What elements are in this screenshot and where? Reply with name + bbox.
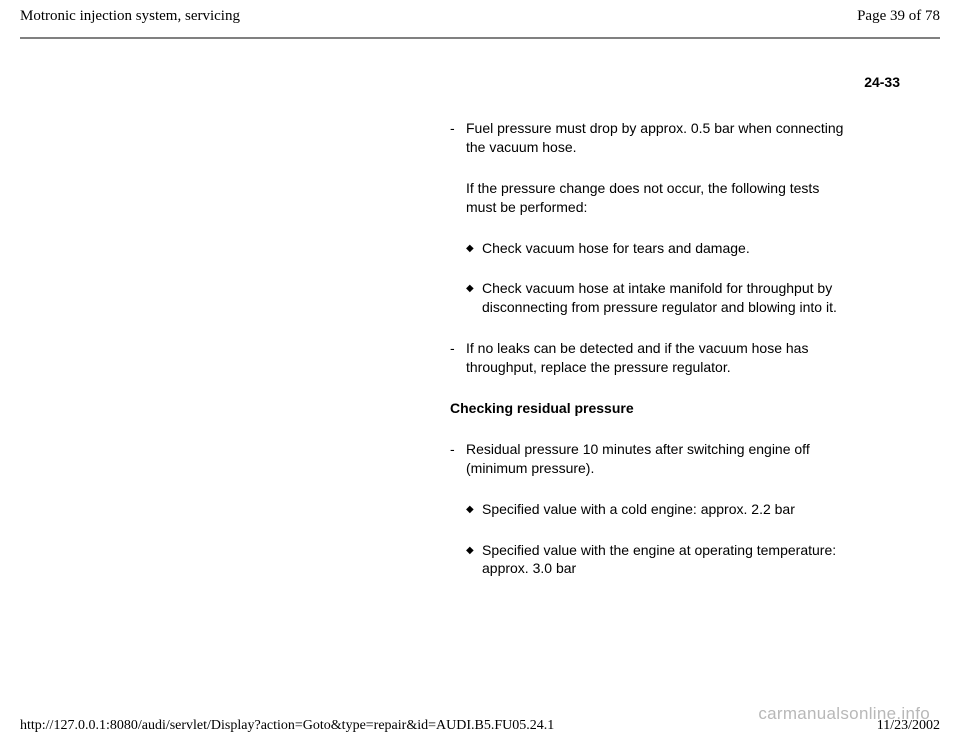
dash-marker: - [450, 339, 466, 377]
list-text: Fuel pressure must drop by approx. 0.5 b… [466, 119, 850, 157]
content-area: 24-33 - Fuel pressure must drop by appro… [0, 39, 960, 578]
list-item: - If no leaks can be detected and if the… [450, 339, 850, 377]
page-footer: http://127.0.0.1:8080/audi/servlet/Displ… [0, 712, 960, 742]
content-column: - Fuel pressure must drop by approx. 0.5… [450, 59, 850, 578]
footer-date: 11/23/2002 [877, 718, 940, 734]
section-heading: Checking residual pressure [450, 399, 850, 418]
sublist-text: Check vacuum hose for tears and damage. [482, 239, 850, 258]
indented-paragraph: If the pressure change does not occur, t… [466, 179, 850, 217]
sublist-text: Specified value with a cold engine: appr… [482, 500, 850, 519]
list-text: Residual pressure 10 minutes after switc… [466, 440, 850, 478]
list-text: If no leaks can be detected and if the v… [466, 339, 850, 377]
list-item: - Residual pressure 10 minutes after swi… [450, 440, 850, 478]
sublist-item: ◆ Check vacuum hose at intake manifold f… [466, 279, 850, 317]
list-item: - Fuel pressure must drop by approx. 0.5… [450, 119, 850, 157]
dash-marker: - [450, 119, 466, 157]
dash-marker: - [450, 440, 466, 478]
sublist-text: Specified value with the engine at opera… [482, 541, 850, 579]
diamond-marker: ◆ [466, 279, 482, 317]
sublist-text: Check vacuum hose at intake manifold for… [482, 279, 850, 317]
sublist-item: ◆ Specified value with the engine at ope… [466, 541, 850, 579]
diamond-marker: ◆ [466, 239, 482, 258]
diamond-marker: ◆ [466, 500, 482, 519]
sublist-item: ◆ Check vacuum hose for tears and damage… [466, 239, 850, 258]
header-page-indicator: Page 39 of 78 [857, 8, 940, 25]
page-reference-number: 24-33 [864, 74, 900, 90]
sublist-item: ◆ Specified value with a cold engine: ap… [466, 500, 850, 519]
footer-url: http://127.0.0.1:8080/audi/servlet/Displ… [20, 718, 554, 734]
diamond-marker: ◆ [466, 541, 482, 579]
header-title: Motronic injection system, servicing [20, 8, 240, 25]
page-header: Motronic injection system, servicing Pag… [0, 0, 960, 29]
